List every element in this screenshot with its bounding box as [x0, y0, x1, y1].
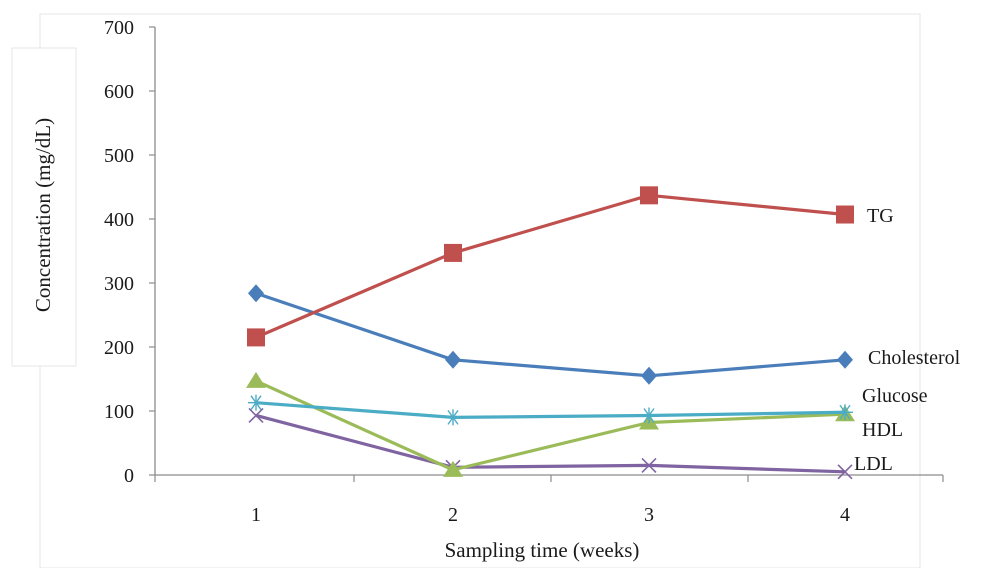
series-line	[255, 413, 846, 474]
y-tick-label: 700	[104, 17, 134, 39]
y-tick-label: 400	[104, 209, 134, 231]
series-label-tg: TG	[867, 205, 894, 227]
series-layer	[246, 186, 855, 480]
data-point	[247, 328, 265, 347]
data-point	[837, 404, 853, 421]
x-tick-label: 1	[251, 504, 261, 526]
plot-frame	[39, 13, 921, 568]
x-tick-label: 4	[840, 504, 850, 526]
data-point	[248, 394, 264, 411]
data-point	[641, 407, 657, 424]
data-point	[444, 243, 462, 262]
y-axis-title: Concentration (mg/dL)	[31, 118, 55, 312]
y-tick-label: 100	[104, 401, 134, 423]
data-point	[445, 350, 461, 369]
data-point	[443, 460, 463, 477]
data-point	[837, 464, 853, 480]
y-tick-label: 600	[104, 81, 134, 103]
series-cholesterol	[248, 284, 853, 385]
series-line	[255, 291, 846, 378]
x-tick-label: 2	[448, 504, 458, 526]
data-point	[641, 366, 657, 385]
data-point	[641, 457, 657, 473]
series-line	[255, 379, 846, 472]
data-point	[640, 186, 658, 205]
data-point	[248, 407, 264, 424]
ylabel-frame	[11, 47, 77, 367]
series-tg	[247, 186, 854, 347]
series-label-cholesterol: Cholesterol	[868, 347, 961, 369]
data-point	[246, 371, 266, 388]
series-label-ldl: LDL	[854, 453, 893, 475]
series-label-hdl: HDL	[862, 419, 903, 441]
y-tick-label: 0	[124, 465, 134, 487]
data-point	[836, 205, 854, 224]
axes: 0 100 200 300 400 500 600 700 1 2 3 4	[104, 17, 944, 526]
series-glucose	[248, 394, 853, 426]
series-line	[255, 193, 846, 339]
label-layer: TG Cholesterol Glucose HDL LDL	[854, 205, 961, 475]
y-tick-label: 500	[104, 145, 134, 167]
data-point	[248, 284, 264, 303]
x-axis-title: Sampling time (weeks)	[445, 538, 640, 562]
series-label-glucose: Glucose	[862, 385, 928, 407]
series-line	[255, 401, 846, 419]
y-tick-label: 200	[104, 337, 134, 359]
x-tick-label: 3	[644, 504, 654, 526]
data-point	[445, 409, 461, 426]
y-tick-label: 300	[104, 273, 134, 295]
data-point	[837, 350, 853, 369]
